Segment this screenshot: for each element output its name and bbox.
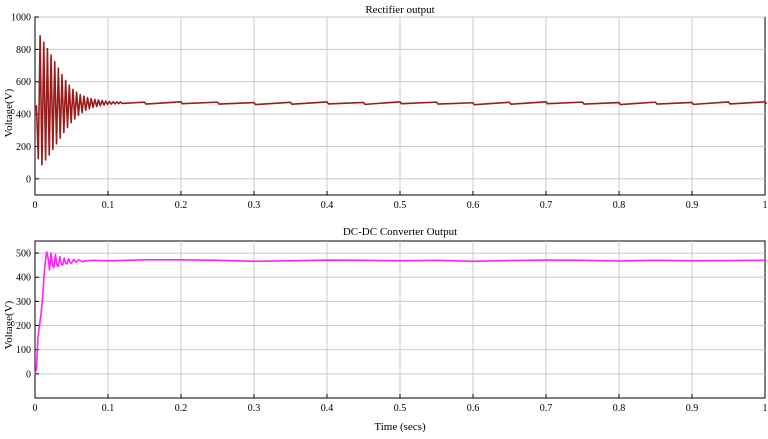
- y-tick-label: 400: [16, 273, 31, 284]
- y-tick-label: 100: [16, 345, 31, 356]
- x-tick-label: 0.5: [394, 200, 407, 211]
- x-tick-label: 1: [763, 200, 768, 211]
- x-tick-label: 0.1: [102, 403, 115, 414]
- x-tick-label: 0: [33, 403, 38, 414]
- y-ticks: 0 100 200 300 400 500: [16, 249, 39, 380]
- y-axis-label: Voltage(V): [3, 300, 15, 349]
- x-tick-label: 0.9: [686, 403, 699, 414]
- series-line-0: [34, 34, 768, 166]
- x-tick-label: 0.8: [613, 403, 626, 414]
- y-tick-label: 800: [16, 45, 31, 56]
- series-line-0: [34, 251, 766, 375]
- y-tick-label: 400: [16, 110, 31, 121]
- rectifier-output-plot: Rectifier output Voltage(V) 0 0.1 0.2 0.3 0.…: [3, 4, 768, 211]
- x-tick-label: 0.1: [102, 200, 115, 211]
- x-tick-label: 0.2: [175, 200, 188, 211]
- series-group: [34, 251, 766, 375]
- x-axis-label: Time (secs): [374, 421, 426, 433]
- x-tick-label: 1: [763, 403, 768, 414]
- x-tick-label: 0.4: [321, 403, 334, 414]
- y-tick-label: 0: [26, 369, 31, 380]
- series-group: [34, 34, 768, 166]
- x-tick-label: 0.8: [613, 200, 626, 211]
- plot-title: DC-DC Converter Output: [343, 226, 457, 238]
- dc-dc-converter-output-plot: DC-DC Converter Output Voltage(V) 0 0.1 0.…: [3, 226, 768, 433]
- x-tick-label: 0.2: [175, 403, 188, 414]
- x-tick-label: 0.3: [248, 403, 261, 414]
- y-tick-label: 600: [16, 77, 31, 88]
- y-tick-label: 200: [16, 321, 31, 332]
- y-ticks: 0 200 400 600 800 1000: [11, 13, 39, 185]
- x-tick-label: 0: [33, 200, 38, 211]
- x-ticks: 0 0.1 0.2 0.3 0.4 0.5 0.6 0.7 0.8 0.9 1: [33, 191, 768, 211]
- x-tick-label: 0.6: [467, 403, 480, 414]
- grid: [35, 241, 765, 398]
- y-tick-label: 300: [16, 297, 31, 308]
- x-tick-label: 0.4: [321, 200, 334, 211]
- y-tick-label: 500: [16, 249, 31, 260]
- x-tick-label: 0.7: [540, 200, 553, 211]
- x-tick-label: 0.9: [686, 200, 699, 211]
- y-axis-label: Voltage(V): [3, 88, 15, 137]
- x-ticks: 0 0.1 0.2 0.3 0.4 0.5 0.6 0.7 0.8 0.9 1: [33, 394, 768, 414]
- plot-title: Rectifier output: [365, 4, 434, 16]
- x-tick-label: 0.5: [394, 403, 407, 414]
- x-tick-label: 0.6: [467, 200, 480, 211]
- grid: [35, 16, 765, 195]
- x-tick-label: 0.3: [248, 200, 261, 211]
- x-tick-label: 0.7: [540, 403, 553, 414]
- y-tick-label: 0: [26, 174, 31, 185]
- y-tick-label: 200: [16, 142, 31, 153]
- y-tick-label: 1000: [11, 13, 31, 24]
